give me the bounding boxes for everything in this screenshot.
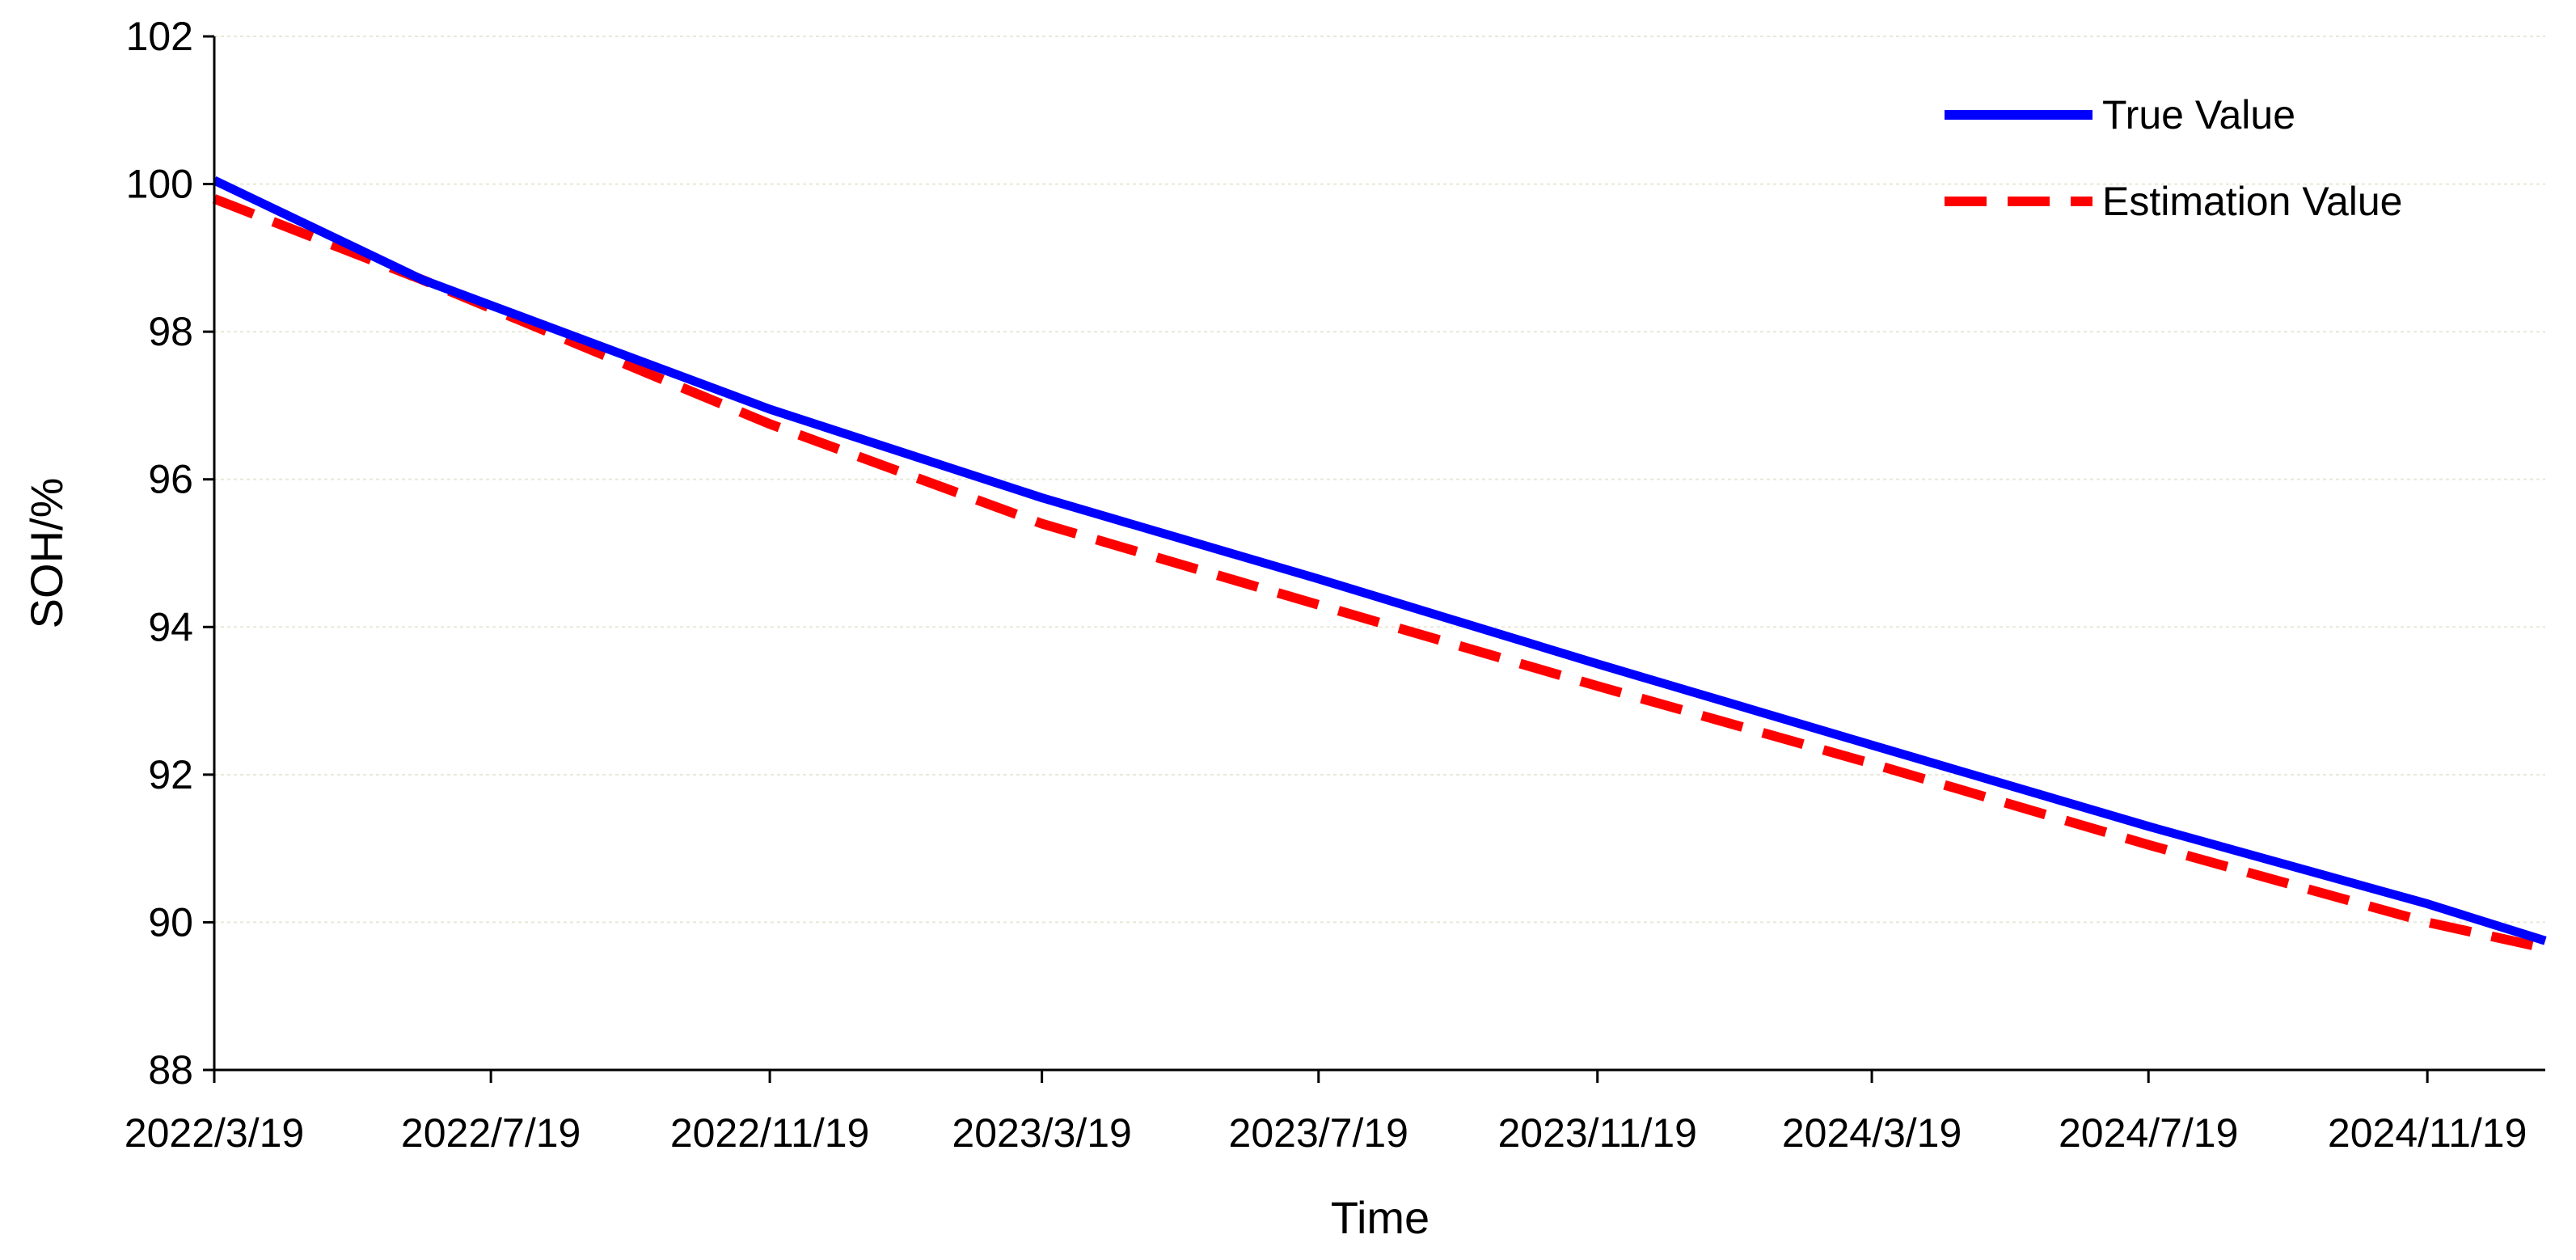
- x-axis-title: Time: [1331, 1192, 1429, 1243]
- y-tick-label: 102: [126, 14, 193, 59]
- y-tick-label: 88: [148, 1047, 193, 1093]
- y-tick-label: 100: [126, 162, 193, 207]
- x-tick-label: 2024/11/19: [2328, 1110, 2527, 1156]
- x-tick-label: 2024/3/19: [1782, 1110, 1962, 1156]
- series-line-true-value: [212, 176, 2547, 945]
- y-tick-label: 90: [148, 899, 193, 945]
- x-tick-label: 2024/7/19: [2059, 1110, 2238, 1156]
- x-tick-label: 2022/11/19: [670, 1110, 870, 1156]
- legend: True Value Estimation Value: [1945, 92, 2402, 224]
- gridlines: [214, 36, 2545, 924]
- y-axis-title: SOH/%: [21, 478, 72, 629]
- x-tick-label: 2022/3/19: [125, 1110, 304, 1156]
- x-ticks: 2022/3/19 2022/7/19 2022/11/19 2023/3/19 202…: [125, 1070, 2527, 1156]
- series-line-estimation-value: [212, 194, 2547, 953]
- y-tick-label: 96: [148, 457, 193, 502]
- x-tick-label: 2023/7/19: [1229, 1110, 1408, 1156]
- x-tick-label: 2023/3/19: [952, 1110, 1131, 1156]
- x-tick-label: 2023/11/19: [1497, 1110, 1697, 1156]
- legend-label-estimation-value: Estimation Value: [2102, 179, 2402, 224]
- legend-label-true-value: True Value: [2102, 92, 2295, 137]
- y-tick-label: 94: [148, 604, 193, 649]
- y-ticks: 88 90 92 94 96 98 100 102: [126, 14, 214, 1093]
- series-lines: [212, 176, 2547, 953]
- x-tick-label: 2022/7/19: [401, 1110, 581, 1156]
- y-tick-label: 98: [148, 309, 193, 354]
- y-tick-label: 92: [148, 752, 193, 797]
- axes: [213, 36, 2545, 1072]
